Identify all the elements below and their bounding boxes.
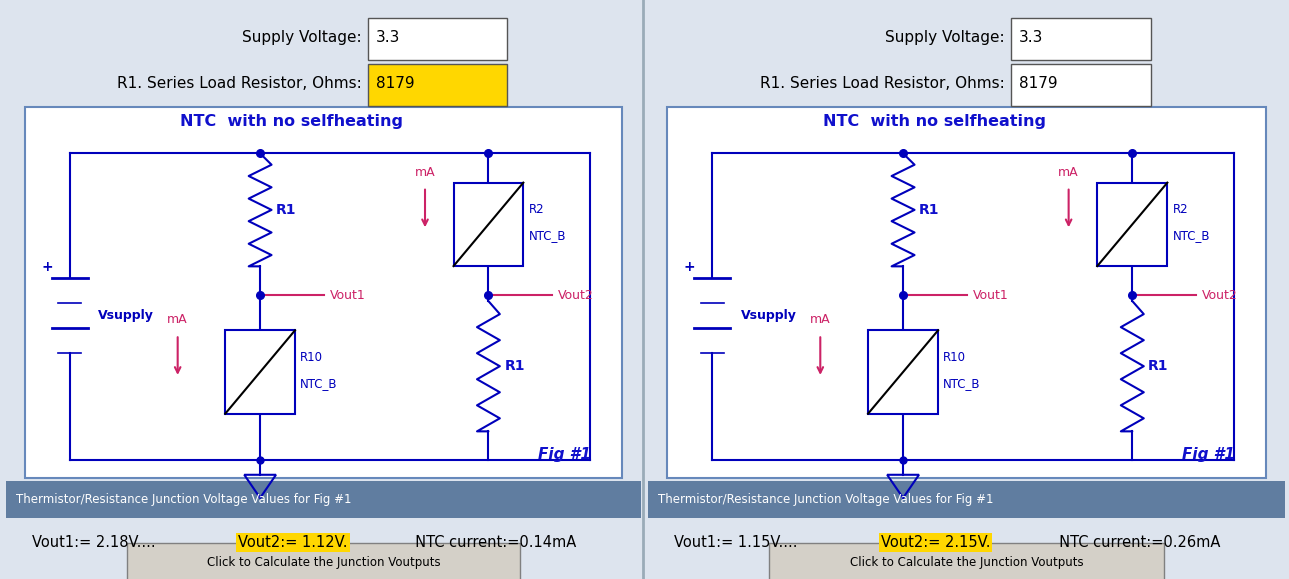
FancyBboxPatch shape [770, 543, 1164, 579]
Text: Supply Voltage:: Supply Voltage: [242, 30, 362, 45]
Text: Click to Calculate the Junction Voutputs: Click to Calculate the Junction Voutputs [206, 556, 441, 569]
Text: R2: R2 [528, 203, 544, 217]
Bar [648, 481, 1285, 518]
Text: R1: R1 [276, 203, 296, 217]
Text: Vout2: Vout2 [558, 289, 594, 302]
FancyBboxPatch shape [367, 18, 508, 60]
Text: Vsupply: Vsupply [98, 309, 155, 322]
Bar [26, 107, 621, 478]
Text: Thermistor/Resistance Junction Voltage Values for Fig #1: Thermistor/Resistance Junction Voltage V… [15, 493, 352, 506]
Text: 3.3: 3.3 [1020, 30, 1043, 45]
Text: 8179: 8179 [375, 76, 414, 91]
Bar [6, 481, 641, 518]
Text: Vsupply: Vsupply [741, 309, 797, 322]
Text: R10: R10 [944, 351, 967, 364]
FancyBboxPatch shape [1012, 64, 1151, 106]
Text: Fig #1: Fig #1 [1182, 447, 1235, 462]
Bar [648, 0, 1285, 101]
FancyBboxPatch shape [367, 64, 508, 106]
Text: Vout2:= 1.12V.: Vout2:= 1.12V. [238, 535, 348, 550]
Bar [1097, 183, 1168, 266]
Text: +: + [684, 261, 696, 274]
Text: Vout2: Vout2 [1203, 289, 1239, 302]
Text: NTC  with no selfheating: NTC with no selfheating [180, 114, 403, 129]
Text: NTC_B: NTC_B [528, 229, 566, 243]
Text: 8179: 8179 [1020, 76, 1057, 91]
Text: R1. Series Load Resistor, Ohms:: R1. Series Load Resistor, Ohms: [761, 76, 1005, 91]
Text: R1. Series Load Resistor, Ohms:: R1. Series Load Resistor, Ohms: [117, 76, 362, 91]
Text: R2: R2 [1173, 203, 1188, 217]
Text: mA: mA [168, 313, 188, 327]
Text: mA: mA [415, 166, 436, 179]
Text: R10: R10 [300, 351, 324, 364]
Bar [454, 183, 523, 266]
Text: Vout1: Vout1 [330, 289, 366, 302]
Bar [226, 330, 295, 413]
Text: NTC_B: NTC_B [944, 377, 981, 390]
Text: NTC_B: NTC_B [1173, 229, 1210, 243]
Text: Fig #1: Fig #1 [538, 447, 592, 462]
Text: NTC_B: NTC_B [300, 377, 338, 390]
Text: Vout1:= 1.15V....: Vout1:= 1.15V.... [674, 535, 807, 550]
Text: R1: R1 [919, 203, 940, 217]
FancyBboxPatch shape [1012, 18, 1151, 60]
Text: NTC current:=0.14mA: NTC current:=0.14mA [406, 535, 576, 550]
FancyBboxPatch shape [126, 543, 521, 579]
Text: mA: mA [809, 313, 830, 327]
Text: 3.3: 3.3 [375, 30, 400, 45]
Text: Vout1:= 2.18V....: Vout1:= 2.18V.... [32, 535, 165, 550]
Text: Click to Calculate the Junction Voutputs: Click to Calculate the Junction Voutputs [849, 556, 1084, 569]
Text: Vout2:= 2.15V.: Vout2:= 2.15V. [880, 535, 990, 550]
Text: +: + [41, 261, 53, 274]
Text: mA: mA [1058, 166, 1079, 179]
Text: R1: R1 [1148, 359, 1169, 373]
Bar [668, 107, 1266, 478]
Text: NTC current:=0.26mA: NTC current:=0.26mA [1049, 535, 1219, 550]
Text: Thermistor/Resistance Junction Voltage Values for Fig #1: Thermistor/Resistance Junction Voltage V… [657, 493, 994, 506]
Bar [867, 330, 938, 413]
Text: Supply Voltage:: Supply Voltage: [886, 30, 1005, 45]
Text: NTC  with no selfheating: NTC with no selfheating [824, 114, 1047, 129]
Text: R1: R1 [504, 359, 525, 373]
Text: Vout1: Vout1 [973, 289, 1009, 302]
Bar [6, 0, 641, 101]
